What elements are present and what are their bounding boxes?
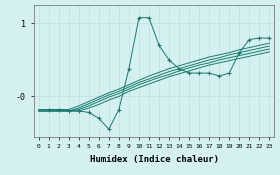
X-axis label: Humidex (Indice chaleur): Humidex (Indice chaleur) bbox=[90, 155, 218, 164]
